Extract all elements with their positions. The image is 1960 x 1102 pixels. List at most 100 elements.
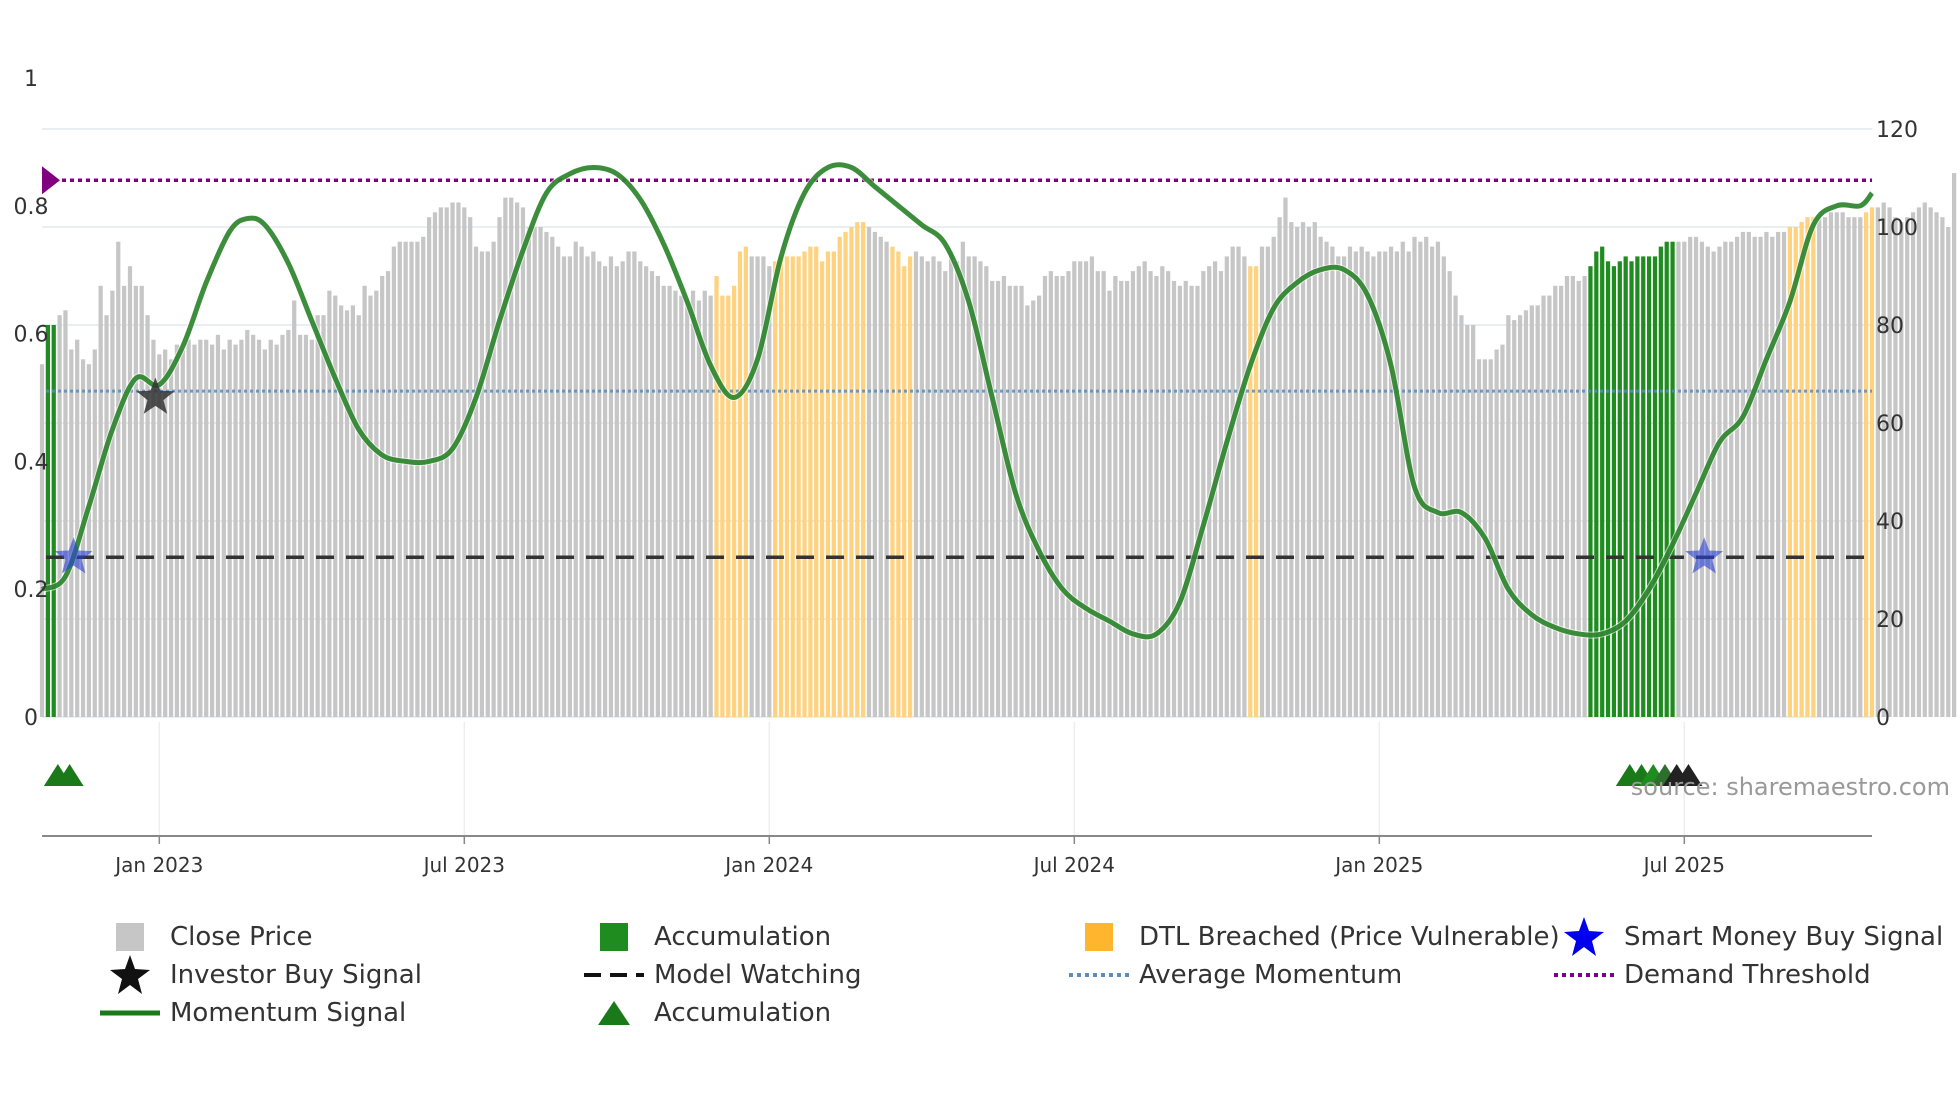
close-price-bar [984, 266, 989, 717]
close-price-bar [1893, 217, 1898, 717]
close-price-bar [309, 339, 314, 717]
close-price-bar [978, 261, 983, 717]
close-price-bar [1383, 251, 1388, 717]
close-price-bar [937, 261, 942, 717]
dtl-breached-bar [819, 261, 825, 717]
close-price-bar [579, 246, 584, 717]
dtl-breached-bar [714, 276, 719, 717]
accumulation-bar [1670, 241, 1675, 717]
bars [39, 173, 1957, 718]
close-price-bar [321, 315, 326, 717]
close-price-bar [1476, 359, 1482, 717]
close-price-bar [1031, 300, 1036, 717]
close-price-bar [1946, 227, 1951, 717]
close-price-bar [702, 290, 707, 717]
close-price-bar [990, 280, 995, 717]
close-price-bar [1752, 236, 1757, 718]
close-price-bar [151, 339, 156, 717]
accumulation-bar [1635, 256, 1640, 717]
close-price-bar [1952, 173, 1957, 718]
close-price-bar [145, 315, 150, 717]
close-price-bar [327, 290, 332, 717]
close-price-bar [1224, 256, 1229, 717]
close-price-bar [1377, 251, 1382, 717]
dtl-breached-bar [743, 246, 748, 717]
close-price-bar [931, 256, 936, 717]
close-price-bar [1271, 236, 1276, 718]
close-price-bar [1717, 246, 1722, 717]
x-tick-label: Jan 2024 [723, 853, 813, 877]
close-price-bar [1324, 241, 1329, 717]
close-price-bar [866, 227, 872, 717]
close-price-bar [685, 300, 690, 717]
close-price-bar [1928, 207, 1933, 717]
close-price-bar [544, 231, 549, 717]
close-price-bar [432, 212, 438, 718]
close-price-bar [450, 202, 455, 717]
close-price-bar [538, 227, 543, 717]
close-price-bar [75, 339, 80, 717]
dtl-breached-bar [778, 256, 784, 717]
close-price-bar [644, 266, 649, 717]
close-price-bar [1001, 276, 1007, 717]
close-price-bar [919, 256, 924, 717]
close-price-bar [1353, 251, 1358, 717]
close-price-bar [503, 197, 508, 718]
close-price-bar [614, 266, 619, 717]
close-price-bar [667, 285, 672, 717]
close-price-bar [127, 266, 133, 717]
left-tick-label: 1 [24, 67, 38, 92]
left-tick-label: 0.4 [14, 450, 49, 475]
close-price-bar [749, 256, 754, 717]
close-price-bar [960, 241, 965, 717]
close-price-bar [1406, 251, 1411, 717]
close-price-bar [157, 354, 162, 717]
close-price-bar [57, 315, 62, 717]
close-price-bar [1429, 246, 1435, 717]
investor-buy-star [136, 377, 175, 414]
dtl-breached-bar [1805, 217, 1810, 717]
close-price-bar [1875, 207, 1880, 717]
accumulation-bar [51, 325, 56, 717]
close-price-bar [1523, 310, 1529, 717]
dtl-breached-bar [1864, 212, 1869, 718]
close-price-bar [1535, 305, 1540, 717]
dtl-breached-bar [843, 231, 848, 717]
close-price-bar [1306, 227, 1312, 717]
close-price-bar [315, 315, 320, 717]
close-price-bar [268, 339, 273, 717]
demand-threshold-marker [42, 166, 60, 195]
close-price-bar [1388, 246, 1394, 717]
close-price-bar [1822, 217, 1828, 717]
close-price-bar [1776, 231, 1781, 717]
close-price-bar [1037, 295, 1042, 717]
close-price-bar [397, 241, 402, 717]
x-tick-label: Jul 2025 [1642, 853, 1725, 877]
accumulation-bar [45, 325, 50, 717]
accumulation-bar [1611, 266, 1617, 717]
close-price-bar [1723, 241, 1728, 717]
close-price-bar [1371, 256, 1376, 717]
dtl-breached-bar [1793, 227, 1798, 717]
close-price-bar [872, 231, 877, 717]
close-price-bar [274, 344, 279, 717]
close-price-bar [485, 251, 490, 717]
dtl-breached-bar [814, 246, 819, 717]
close-price-bar [1095, 271, 1100, 717]
close-price-bar [421, 236, 426, 718]
close-price-bar [1054, 276, 1059, 717]
close-price-bar [209, 344, 215, 717]
left-tick-label: 0.2 [14, 578, 49, 603]
smart-money-buy-star [1685, 537, 1724, 574]
close-price-bar [280, 334, 285, 717]
close-price-bar [1529, 305, 1534, 717]
close-price-bar [444, 207, 449, 717]
close-price-bar [954, 261, 960, 717]
close-price-bar [1312, 222, 1317, 717]
dtl-breached-bar [732, 285, 737, 717]
close-price-bar [98, 285, 103, 717]
left-tick-label: 0 [24, 706, 38, 731]
smart-money-buy-star [54, 537, 93, 574]
close-price-bar [1705, 246, 1710, 717]
close-price-bar [673, 290, 678, 717]
